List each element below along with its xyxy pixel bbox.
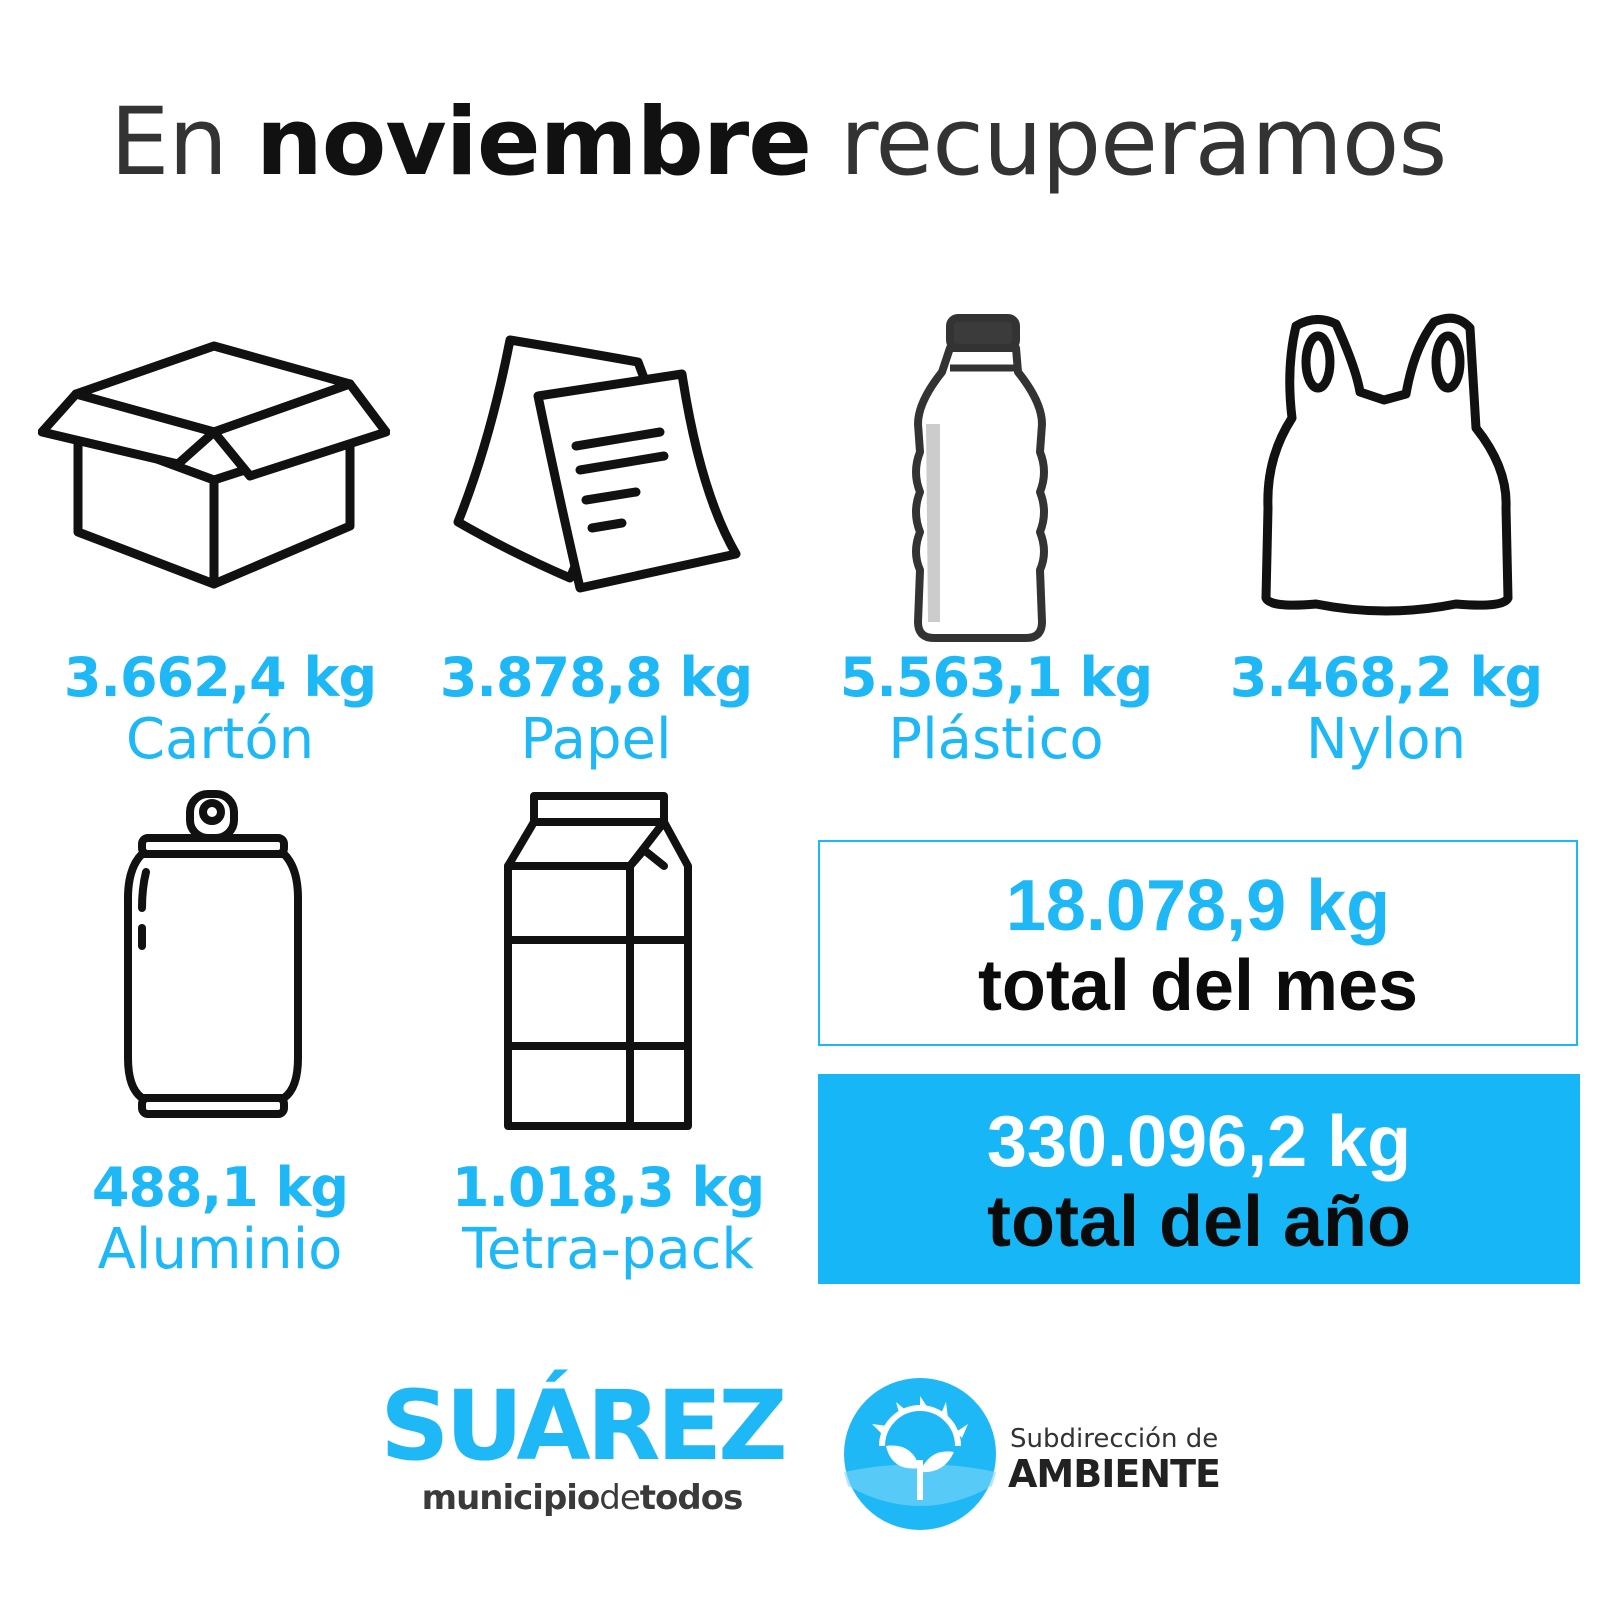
carton-icon <box>504 790 696 1134</box>
item-amount: 5.563,1 kg <box>839 646 1153 709</box>
item-paper: 3.878,8 kg Papel <box>420 648 772 772</box>
total-year-box: 330.096,2 kg total del año <box>818 1074 1580 1284</box>
item-amount: 3.878,8 kg <box>439 646 753 709</box>
total-year-amount: 330.096,2 kg <box>986 1102 1412 1182</box>
item-amount: 3.468,2 kg <box>1229 646 1543 709</box>
item-material: Cartón <box>125 707 315 772</box>
title-word-month: noviembre <box>255 88 812 197</box>
tagline-todos: todos <box>639 1478 744 1518</box>
item-amount: 3.662,4 kg <box>63 646 377 709</box>
item-material: Tetra-pack <box>462 1217 754 1282</box>
item-material: Aluminio <box>97 1217 343 1282</box>
item-aluminum: 488,1 kg Aluminio <box>44 1158 396 1282</box>
item-material: Plástico <box>888 707 1104 772</box>
item-nylon: 3.468,2 kg Nylon <box>1210 648 1562 772</box>
box-icon <box>38 340 390 596</box>
item-carton: 3.662,4 kg Cartón <box>44 648 396 772</box>
ambiente-subtitle: Subdirección de <box>1010 1424 1219 1454</box>
item-amount: 488,1 kg <box>91 1156 349 1219</box>
sprout-sun-icon <box>842 1376 998 1537</box>
item-material: Nylon <box>1305 707 1467 772</box>
tagline-de: de <box>599 1478 640 1518</box>
total-month-caption: total del mes <box>977 946 1419 1026</box>
page-title: En noviembre recuperamos <box>110 88 1447 197</box>
title-word-recovered: recuperamos <box>839 88 1447 197</box>
can-icon <box>124 788 304 1130</box>
suarez-tagline: municipiodetodos <box>372 1478 792 1518</box>
item-tetrapack: 1.018,3 kg Tetra-pack <box>428 1158 788 1282</box>
item-material: Papel <box>520 707 672 772</box>
suarez-brand: SUÁREZ <box>380 1370 788 1482</box>
item-amount: 1.018,3 kg <box>451 1156 765 1219</box>
item-plastic: 5.563,1 kg Plástico <box>820 648 1172 772</box>
ambiente-name: AMBIENTE <box>1008 1452 1221 1496</box>
total-month-box: 18.078,9 kg total del mes <box>818 840 1578 1046</box>
total-month-amount: 18.078,9 kg <box>1005 866 1391 946</box>
total-year-caption: total del año <box>986 1182 1412 1262</box>
bottle-icon <box>910 312 1050 648</box>
ambiente-logo: Subdirección de AMBIENTE <box>842 1376 1242 1536</box>
title-word-en: En <box>110 88 228 197</box>
paper-icon <box>450 332 742 600</box>
tagline-municipio: municipio <box>421 1478 601 1518</box>
suarez-logo: SUÁREZ municipiodetodos <box>372 1376 792 1518</box>
bag-icon <box>1256 308 1518 620</box>
